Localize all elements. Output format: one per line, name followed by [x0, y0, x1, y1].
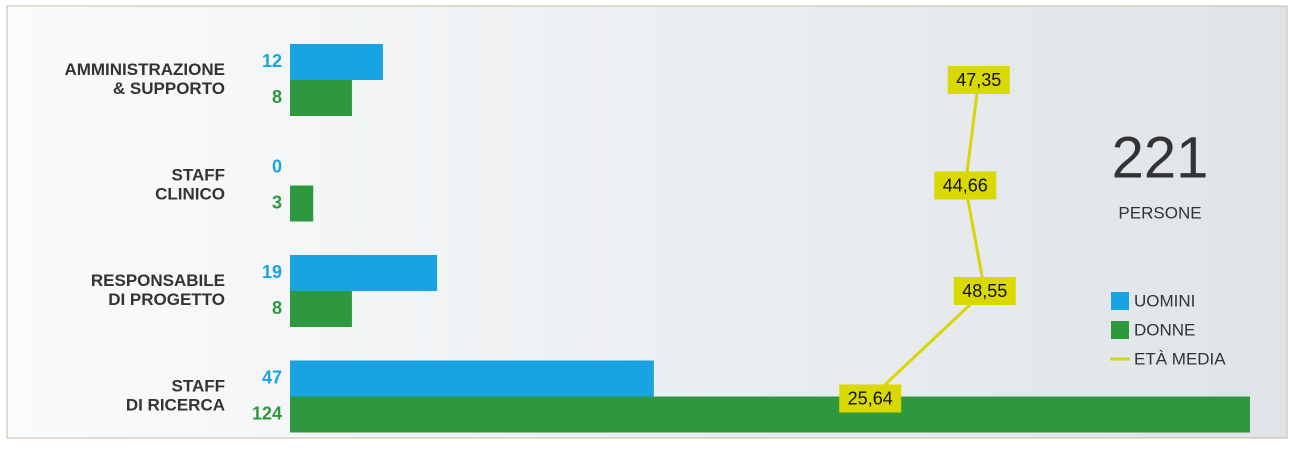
total: 221	[1112, 125, 1209, 190]
legend-label: UOMINI	[1134, 291, 1195, 310]
category-line: RESPONSABILE	[91, 271, 225, 290]
bar	[290, 396, 1250, 433]
age-label-bg	[839, 384, 902, 413]
age-label: 25,64	[848, 388, 893, 408]
category-line: STAFF	[171, 377, 225, 396]
category-label: STAFF CLINICO	[155, 166, 225, 204]
legend-label: ETÀ MEDIA	[1134, 349, 1226, 368]
age-label-bg	[947, 66, 1010, 94]
category-line: CLINICO	[155, 185, 225, 204]
age-label: 48,55	[962, 281, 1007, 301]
category-label: RESPONSABILE DI PROGETTO	[91, 271, 225, 309]
category-line: DI RICERCA	[126, 396, 225, 415]
category-label: AMMINISTRAZIONE & SUPPORTO	[64, 60, 225, 98]
legend-swatch	[1111, 292, 1129, 310]
bar	[290, 291, 352, 327]
age-label: 44,66	[943, 175, 988, 195]
category-line: AMMINISTRAZIONE	[64, 60, 225, 79]
value-label: 8	[272, 298, 282, 318]
age-label-bg	[934, 171, 997, 200]
legend-label: DONNE	[1134, 320, 1195, 339]
total-label: PERSONE	[1118, 203, 1201, 222]
value-label: 0	[272, 156, 282, 176]
bar	[290, 360, 654, 397]
age-label: 47,35	[956, 70, 1001, 90]
category-line: STAFF	[171, 166, 225, 185]
value-label: 8	[272, 87, 282, 107]
value-label: 47	[262, 367, 282, 387]
value-label: 19	[262, 262, 282, 282]
value-label: 3	[272, 192, 282, 212]
value-label: 12	[262, 51, 282, 71]
category-line: DI PROGETTO	[108, 290, 225, 309]
age-line	[869, 79, 987, 400]
category-label: STAFF DI RICERCA	[126, 377, 225, 415]
bar	[290, 44, 383, 80]
bar	[290, 255, 438, 291]
bar	[290, 185, 314, 222]
legend-swatch	[1111, 321, 1129, 339]
bar	[290, 80, 352, 116]
category-line: & SUPPORTO	[113, 79, 225, 98]
age-label-bg	[953, 277, 1016, 305]
value-label: 124	[252, 403, 282, 423]
